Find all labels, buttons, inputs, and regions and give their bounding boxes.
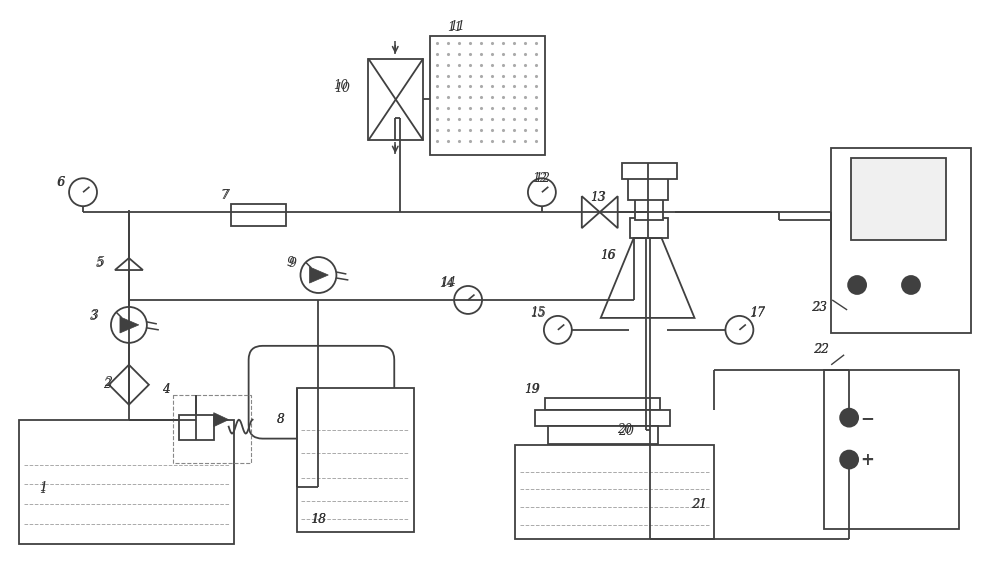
Text: 9: 9 <box>287 256 294 269</box>
Bar <box>824 370 959 529</box>
Text: 2: 2 <box>104 376 112 389</box>
Text: 15: 15 <box>530 307 546 320</box>
Text: 9: 9 <box>289 256 297 270</box>
Text: 5: 5 <box>97 256 105 269</box>
Text: 8: 8 <box>277 413 284 426</box>
Text: 4: 4 <box>162 383 170 396</box>
Bar <box>630 218 668 238</box>
Polygon shape <box>109 365 149 405</box>
Text: 21: 21 <box>692 498 707 511</box>
Text: 11: 11 <box>448 21 463 34</box>
Polygon shape <box>309 267 328 283</box>
Text: 1: 1 <box>39 483 47 496</box>
Text: 1: 1 <box>39 481 47 494</box>
Text: +: + <box>860 451 874 469</box>
Text: 13: 13 <box>590 191 605 203</box>
Text: 17: 17 <box>750 306 765 319</box>
Circle shape <box>902 276 920 294</box>
Polygon shape <box>214 413 229 427</box>
Text: 15: 15 <box>530 306 545 319</box>
Bar <box>297 388 414 532</box>
Text: 10: 10 <box>333 79 348 92</box>
Text: 14: 14 <box>440 277 456 289</box>
Text: 11: 11 <box>449 20 465 33</box>
Circle shape <box>840 451 858 469</box>
Bar <box>430 35 545 155</box>
Bar <box>831 148 971 333</box>
Text: 21: 21 <box>692 498 708 511</box>
Text: 18: 18 <box>311 513 326 526</box>
Text: −: − <box>860 409 874 427</box>
Circle shape <box>544 316 572 344</box>
Circle shape <box>111 307 147 343</box>
Text: 19: 19 <box>524 383 539 396</box>
Text: 16: 16 <box>600 248 616 261</box>
Text: 3: 3 <box>91 310 99 323</box>
Text: 18: 18 <box>310 513 326 526</box>
Text: 3: 3 <box>90 310 98 323</box>
Text: 7: 7 <box>221 189 228 202</box>
Bar <box>179 415 214 439</box>
Text: 6: 6 <box>57 176 65 189</box>
Circle shape <box>725 316 753 344</box>
Circle shape <box>300 257 336 293</box>
Bar <box>19 420 234 545</box>
Bar <box>548 425 658 443</box>
Text: 7: 7 <box>222 189 230 202</box>
Text: 19: 19 <box>524 383 540 396</box>
Text: 16: 16 <box>600 248 615 261</box>
Polygon shape <box>115 258 143 270</box>
Circle shape <box>69 178 97 206</box>
Circle shape <box>528 178 556 206</box>
Text: 14: 14 <box>440 278 455 291</box>
Text: 4: 4 <box>162 383 170 396</box>
Text: 23: 23 <box>812 301 827 314</box>
Text: 6: 6 <box>57 176 65 189</box>
FancyBboxPatch shape <box>249 346 394 438</box>
Bar <box>635 198 663 220</box>
Bar <box>545 398 660 410</box>
Text: 17: 17 <box>749 307 765 320</box>
Bar <box>851 158 946 240</box>
Text: 22: 22 <box>813 343 829 356</box>
Bar <box>515 445 714 540</box>
Text: 12: 12 <box>532 172 547 185</box>
Bar <box>173 395 251 463</box>
Text: 8: 8 <box>277 413 285 426</box>
Text: 20: 20 <box>618 425 634 438</box>
Bar <box>231 204 286 226</box>
Bar <box>622 164 677 179</box>
Text: 5: 5 <box>95 256 103 270</box>
Polygon shape <box>582 196 600 228</box>
Polygon shape <box>120 317 139 333</box>
Bar <box>368 58 423 140</box>
Bar <box>628 177 668 200</box>
Text: 20: 20 <box>617 423 632 436</box>
Circle shape <box>454 286 482 314</box>
Polygon shape <box>600 196 618 228</box>
Text: 22: 22 <box>814 343 829 356</box>
Bar <box>535 410 670 425</box>
Circle shape <box>840 409 858 427</box>
Circle shape <box>848 276 866 294</box>
Text: 23: 23 <box>811 301 827 314</box>
Text: 12: 12 <box>534 172 550 185</box>
Polygon shape <box>601 238 695 318</box>
Text: 2: 2 <box>103 378 111 391</box>
Text: 10: 10 <box>334 82 350 95</box>
Text: 13: 13 <box>590 191 606 203</box>
